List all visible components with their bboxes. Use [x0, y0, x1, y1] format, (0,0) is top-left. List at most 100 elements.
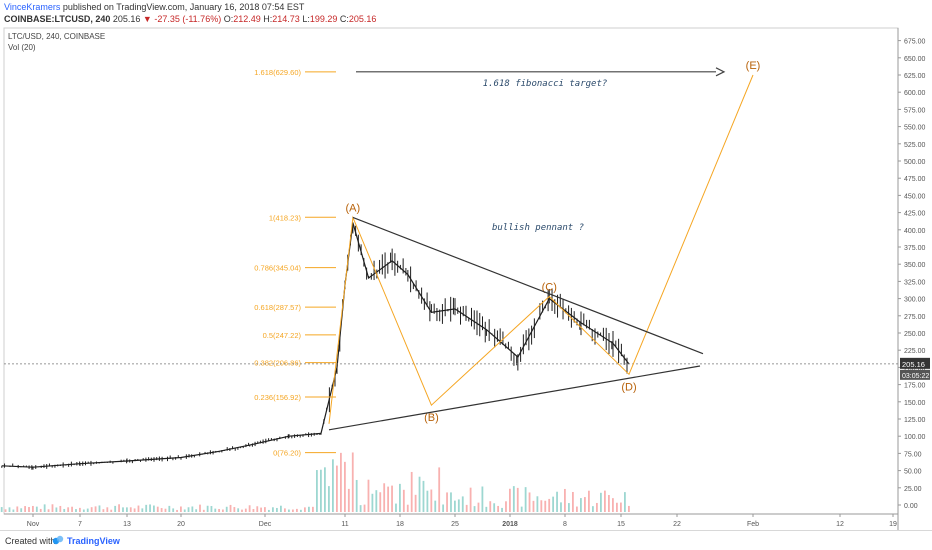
volume-bar	[176, 509, 178, 512]
volume-bar	[284, 508, 286, 512]
volume-bar	[195, 509, 198, 512]
volume-bar	[296, 508, 298, 512]
volume-bar	[160, 508, 163, 512]
volume-bar	[512, 486, 515, 512]
volume-bar	[548, 498, 551, 512]
y-tick-label: 650.00	[904, 56, 926, 63]
volume-bar	[410, 471, 413, 512]
y-tick-label: 525.00	[904, 142, 926, 149]
volume-bar	[477, 502, 480, 512]
fib-level-label: 0.236(156.92)	[254, 393, 301, 402]
volume-bar	[225, 506, 228, 512]
countdown-label: 03:05:22	[902, 373, 929, 380]
volume-bar	[272, 507, 274, 512]
volume-bar	[4, 509, 7, 512]
volume-bar	[336, 465, 338, 512]
fib-level-label: 1(418.23)	[269, 213, 302, 222]
x-tick-label: 2018	[502, 521, 518, 528]
y-tick-label: 300.00	[904, 297, 926, 304]
fib-level-label: 1.618(629.60)	[254, 68, 301, 77]
volume-bar	[359, 505, 362, 512]
tradingview-link[interactable]: TradingView	[67, 536, 120, 546]
fib-level-label: 0.786(345.04)	[254, 264, 301, 273]
volume-bar	[564, 488, 566, 512]
volume-bar	[308, 506, 310, 512]
volume-bar	[536, 496, 539, 512]
volume-bar	[106, 507, 109, 512]
y-tick-label: 150.00	[904, 400, 926, 407]
volume-bar	[576, 506, 578, 512]
volume-bar	[387, 486, 390, 512]
volume-bar	[347, 488, 350, 512]
volume-bar	[402, 489, 405, 512]
volume-bar	[164, 508, 167, 512]
fib-level-label: 0.382(206.86)	[254, 359, 301, 368]
wave-label: (C)	[542, 282, 557, 294]
volume-bar	[82, 509, 85, 512]
volume-bar	[156, 506, 159, 512]
volume-bar	[588, 490, 590, 512]
volume-bar	[624, 492, 626, 512]
created-with-text: Created with	[5, 536, 56, 546]
volume-bar	[320, 469, 322, 512]
y-tick-label: 250.00	[904, 331, 926, 338]
volume-bar	[153, 505, 155, 512]
volume-bar	[168, 505, 171, 512]
volume-bar	[202, 509, 205, 512]
chart-canvas[interactable]: 675.00 650.00 625.00 600.00 575.00 550.00 525.…	[0, 0, 932, 530]
volume-bar	[210, 506, 213, 512]
volume-bar	[505, 501, 507, 512]
volume-bar	[47, 509, 50, 512]
volume-bar	[114, 505, 117, 512]
y-tick-label: 175.00	[904, 383, 926, 390]
volume-bar	[489, 501, 492, 512]
fib-target-annotation: 1.618 fibonacci target?	[483, 79, 608, 89]
author-link[interactable]: VinceKramers	[4, 2, 61, 12]
volume-bar	[300, 509, 302, 512]
volume-bar	[540, 500, 543, 512]
wave-label: (B)	[424, 412, 439, 424]
volume-bar	[304, 507, 306, 512]
high-label: H:	[263, 14, 273, 24]
volume-label: Vol (20)	[8, 43, 36, 52]
volume-bar	[406, 504, 409, 512]
volume-bar	[292, 509, 294, 512]
volume-bar	[16, 506, 19, 512]
volume-bar	[501, 507, 503, 512]
symbol-label[interactable]: COINBASE:LTCUSD, 240	[4, 14, 111, 24]
volume-bar	[256, 506, 259, 512]
x-tick-label: 13	[123, 521, 131, 528]
x-tick-label: 19	[889, 521, 897, 528]
y-tick-label: 0.00	[904, 503, 918, 510]
current-price-tag	[900, 357, 930, 369]
volume-bar	[524, 487, 527, 512]
pennant-annotation: bullish pennant ?	[492, 223, 584, 233]
volume-bar	[391, 485, 393, 512]
fib-level-label: 0.5(247.22)	[263, 331, 302, 340]
volume-bar	[183, 509, 186, 512]
volume-bar	[244, 508, 247, 512]
volume-bar	[395, 503, 397, 512]
volume-bar	[379, 492, 382, 512]
volume-bar	[199, 504, 201, 512]
y-tick-label: 450.00	[904, 193, 926, 200]
y-tick-label: 675.00	[904, 39, 926, 46]
volume-bar	[363, 504, 366, 512]
fib-level-label: 0.618(287.57)	[254, 303, 301, 312]
volume-bar	[612, 498, 614, 512]
y-tick-label: 550.00	[904, 125, 926, 132]
pennant-lower-trendline	[328, 365, 701, 431]
volume-bar	[276, 507, 278, 512]
publish-line: VinceKramers published on TradingView.co…	[4, 2, 884, 13]
volume-bar	[180, 506, 182, 512]
volume-bar	[12, 509, 15, 512]
chart-header: VinceKramers published on TradingView.co…	[4, 2, 884, 42]
volume-bar	[414, 494, 417, 512]
x-tick-label: 11	[341, 521, 348, 528]
y-tick-label: 625.00	[904, 73, 926, 80]
volume-bar	[426, 490, 429, 512]
y-tick-label: 200.00	[904, 365, 926, 372]
volume-bar	[383, 483, 386, 512]
volume-bar	[434, 500, 437, 512]
volume-bar	[32, 505, 34, 512]
